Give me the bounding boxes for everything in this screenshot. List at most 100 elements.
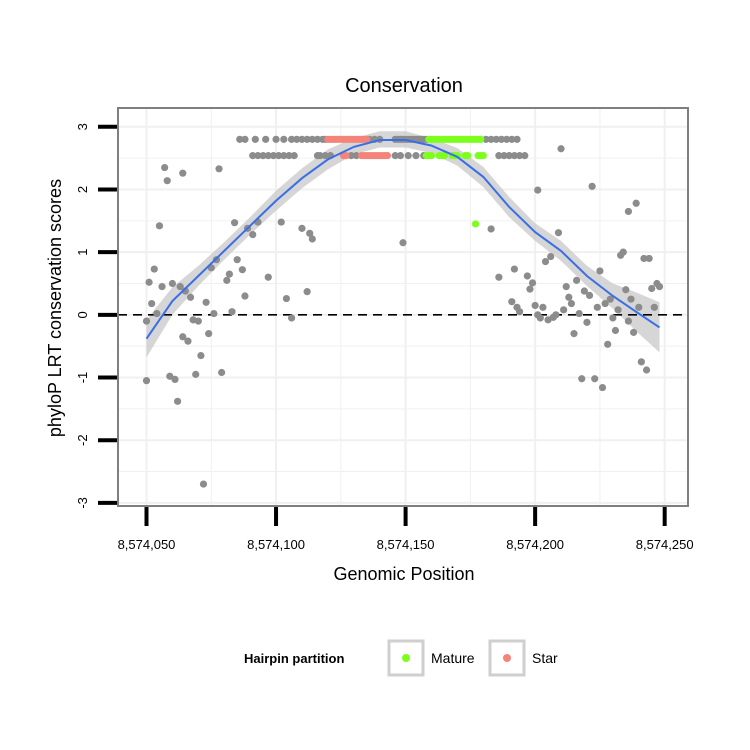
data-point-other bbox=[215, 165, 223, 173]
x-tick-label: 8,574,050 bbox=[118, 537, 176, 552]
data-point-other bbox=[280, 152, 288, 160]
data-point-other bbox=[531, 301, 539, 310]
data-point-other bbox=[539, 303, 547, 311]
smooth-line bbox=[145, 139, 661, 340]
data-point-other bbox=[303, 288, 311, 296]
data-point-other bbox=[254, 152, 262, 160]
data-point-other bbox=[404, 152, 412, 160]
data-point-other bbox=[264, 273, 272, 281]
data-point-other bbox=[223, 276, 231, 284]
data-point-other bbox=[650, 303, 658, 311]
legend-title: Hairpin partition bbox=[244, 651, 344, 666]
data-point-other bbox=[536, 314, 544, 322]
data-point-mature bbox=[464, 152, 472, 160]
data-point-other bbox=[492, 135, 500, 143]
data-point-other bbox=[306, 229, 314, 237]
panel-background bbox=[118, 108, 688, 506]
data-point-star bbox=[383, 152, 392, 160]
data-point-other bbox=[500, 152, 508, 160]
data-point-other bbox=[155, 222, 164, 230]
data-point-other bbox=[241, 292, 249, 300]
data-point-other bbox=[197, 351, 205, 360]
data-point-other bbox=[228, 308, 236, 316]
data-point-mature bbox=[471, 220, 480, 228]
legend-swatch-star bbox=[503, 654, 511, 662]
data-point-other bbox=[145, 278, 153, 286]
data-point-other bbox=[487, 225, 495, 233]
legend: Hairpin partition Mature Star bbox=[244, 639, 558, 677]
data-point-other bbox=[585, 291, 594, 300]
data-point-other bbox=[635, 303, 643, 311]
data-point-other bbox=[503, 135, 511, 143]
chart-title: Conservation bbox=[345, 75, 463, 97]
data-point-other bbox=[534, 186, 542, 194]
data-point-other bbox=[482, 135, 490, 143]
data-point-other bbox=[572, 276, 581, 284]
data-point-other bbox=[495, 152, 503, 160]
data-point-other bbox=[640, 254, 648, 263]
data-point-other bbox=[523, 272, 531, 280]
data-point-other bbox=[316, 152, 324, 160]
x-axis: 8,574,050 8,574,100 8,574,150 8,574,200 8,57… bbox=[118, 507, 694, 552]
data-point-other bbox=[648, 284, 656, 293]
data-point-other bbox=[148, 299, 156, 308]
data-point-other bbox=[287, 135, 296, 143]
data-point-other bbox=[218, 368, 226, 377]
data-point-other bbox=[251, 135, 259, 143]
data-point-other bbox=[321, 152, 329, 160]
data-point-other bbox=[176, 283, 184, 291]
y-axis: -3 -2 -1 0 1 2 3 bbox=[75, 123, 117, 509]
y-tick-label: 0 bbox=[75, 311, 90, 318]
data-point-other bbox=[513, 135, 521, 143]
y-tick-label: 1 bbox=[75, 249, 90, 256]
points-star bbox=[324, 135, 392, 160]
data-point-other bbox=[233, 256, 241, 264]
data-point-other bbox=[552, 311, 560, 319]
legend-swatch-mature bbox=[402, 654, 410, 662]
data-point-other bbox=[285, 152, 293, 160]
y-tick-label: -3 bbox=[75, 497, 90, 509]
data-point-other bbox=[275, 152, 283, 160]
data-point-other bbox=[495, 273, 503, 281]
data-point-other bbox=[186, 293, 195, 301]
x-tick-label: 8,574,250 bbox=[636, 537, 694, 552]
data-point-other bbox=[601, 299, 609, 308]
data-point-other bbox=[290, 152, 298, 160]
data-point-other bbox=[560, 306, 568, 314]
data-point-other bbox=[622, 286, 630, 294]
y-tick-label: -2 bbox=[75, 434, 90, 446]
data-point-other bbox=[508, 298, 516, 306]
data-point-other bbox=[541, 257, 550, 266]
y-tick-label: -1 bbox=[75, 372, 90, 384]
data-point-mature bbox=[479, 152, 487, 160]
data-point-other bbox=[272, 135, 280, 143]
data-point-other bbox=[396, 152, 405, 160]
data-point-other bbox=[547, 252, 555, 261]
data-point-star bbox=[342, 152, 350, 160]
y-tick-label: 3 bbox=[75, 123, 90, 130]
data-point-other bbox=[575, 309, 583, 318]
data-point-other bbox=[287, 314, 296, 322]
data-point-other bbox=[562, 283, 570, 291]
data-point-other bbox=[142, 317, 151, 325]
data-point-other bbox=[596, 267, 604, 275]
data-point-other bbox=[505, 152, 513, 160]
data-point-other bbox=[642, 366, 651, 374]
data-point-other bbox=[308, 235, 316, 243]
data-point-other bbox=[168, 279, 177, 288]
data-point-other bbox=[487, 135, 495, 143]
data-point-other bbox=[614, 306, 622, 314]
data-point-other bbox=[521, 152, 529, 160]
data-point-mature bbox=[427, 152, 436, 160]
data-point-other bbox=[611, 326, 620, 335]
data-point-other bbox=[528, 279, 537, 287]
plot-panel bbox=[117, 107, 689, 507]
data-point-other bbox=[241, 135, 249, 143]
data-point-other bbox=[637, 358, 645, 366]
x-axis-title: Genomic Position bbox=[333, 564, 474, 584]
data-point-other bbox=[199, 480, 208, 488]
data-point-other bbox=[192, 370, 200, 378]
data-point-other bbox=[249, 231, 257, 239]
data-point-other bbox=[578, 375, 586, 383]
